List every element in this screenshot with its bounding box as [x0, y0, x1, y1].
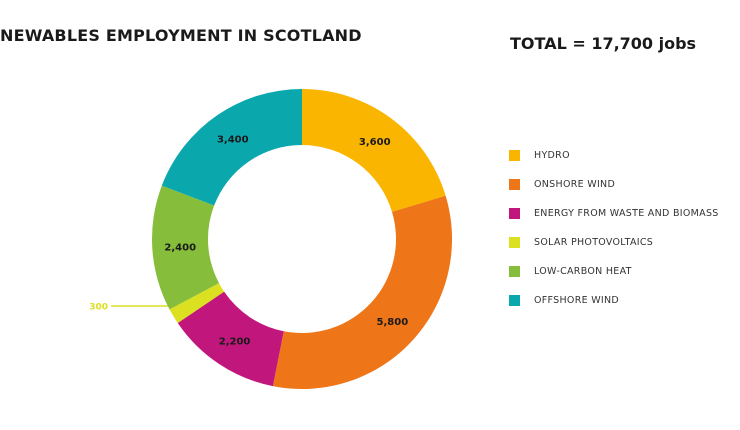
legend-item-solar-photovoltaics: SOLAR PHOTOVOLTAICS	[509, 236, 719, 265]
slice-offshore-wind	[161, 89, 302, 206]
total-jobs-label: TOTAL = 17,700 jobs	[510, 34, 697, 53]
legend-swatch	[509, 150, 520, 161]
legend-swatch	[509, 295, 520, 306]
legend-item-energy-from-waste-and-biomass: ENERGY FROM WASTE AND BIOMASS	[509, 207, 719, 236]
data-label-solar-photovoltaics: 300	[89, 302, 108, 312]
data-label-energy-from-waste-and-biomass: 2,200	[219, 337, 251, 348]
legend-item-onshore-wind: ONSHORE WIND	[509, 178, 719, 207]
legend-swatch	[509, 179, 520, 190]
legend-label: HYDRO	[534, 150, 570, 161]
legend-label: LOW-CARBON HEAT	[534, 266, 632, 277]
legend-item-offshore-wind: OFFSHORE WIND	[509, 294, 719, 323]
legend-label: SOLAR PHOTOVOLTAICS	[534, 237, 654, 248]
chart-title: NEWABLES EMPLOYMENT IN SCOTLAND	[0, 26, 362, 45]
legend-label: ENERGY FROM WASTE AND BIOMASS	[534, 208, 719, 219]
data-label-low-carbon-heat: 2,400	[164, 243, 196, 254]
legend-label: OFFSHORE WIND	[534, 295, 620, 306]
legend-swatch	[509, 237, 520, 248]
legend-swatch	[509, 266, 520, 277]
data-label-offshore-wind: 3,400	[217, 135, 249, 146]
legend-item-hydro: HYDRO	[509, 149, 719, 178]
slice-hydro	[302, 89, 446, 212]
legend-item-low-carbon-heat: LOW-CARBON HEAT	[509, 265, 719, 294]
legend-label: ONSHORE WIND	[534, 179, 616, 190]
slice-energy-from-waste-and-biomass	[177, 291, 284, 387]
chart-legend: HYDRO ONSHORE WIND ENERGY FROM WASTE AND…	[509, 149, 719, 323]
data-label-onshore-wind: 5,800	[377, 317, 409, 328]
slice-solar-photovoltaics	[169, 283, 225, 324]
legend-swatch	[509, 208, 520, 219]
slice-onshore-wind	[272, 195, 452, 390]
data-label-hydro: 3,600	[359, 137, 391, 148]
slice-low-carbon-heat	[152, 185, 219, 310]
